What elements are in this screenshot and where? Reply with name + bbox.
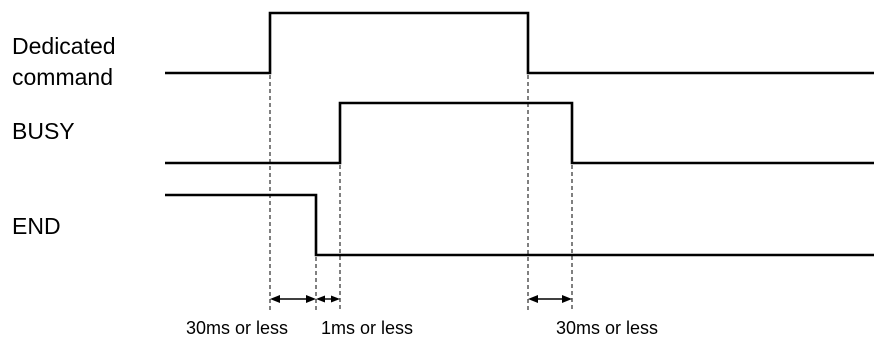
signal-label-dedicated-command-line1: Dedicated	[12, 33, 116, 59]
timing-arrow-1	[270, 295, 316, 303]
timing-arrow-2	[316, 295, 340, 303]
waveform-busy	[165, 101, 874, 165]
signal-label-end: END	[12, 213, 61, 239]
signal-label-dedicated-command-line2: command	[12, 64, 113, 90]
waveform-end	[165, 193, 874, 257]
waveform-dedicated-command	[165, 11, 874, 75]
timing-label-3: 30ms or less	[556, 318, 658, 338]
timing-label-1: 30ms or less	[186, 318, 288, 338]
timing-arrow-3	[528, 295, 572, 303]
timing-label-2: 1ms or less	[321, 318, 413, 338]
signal-label-busy: BUSY	[12, 118, 75, 144]
